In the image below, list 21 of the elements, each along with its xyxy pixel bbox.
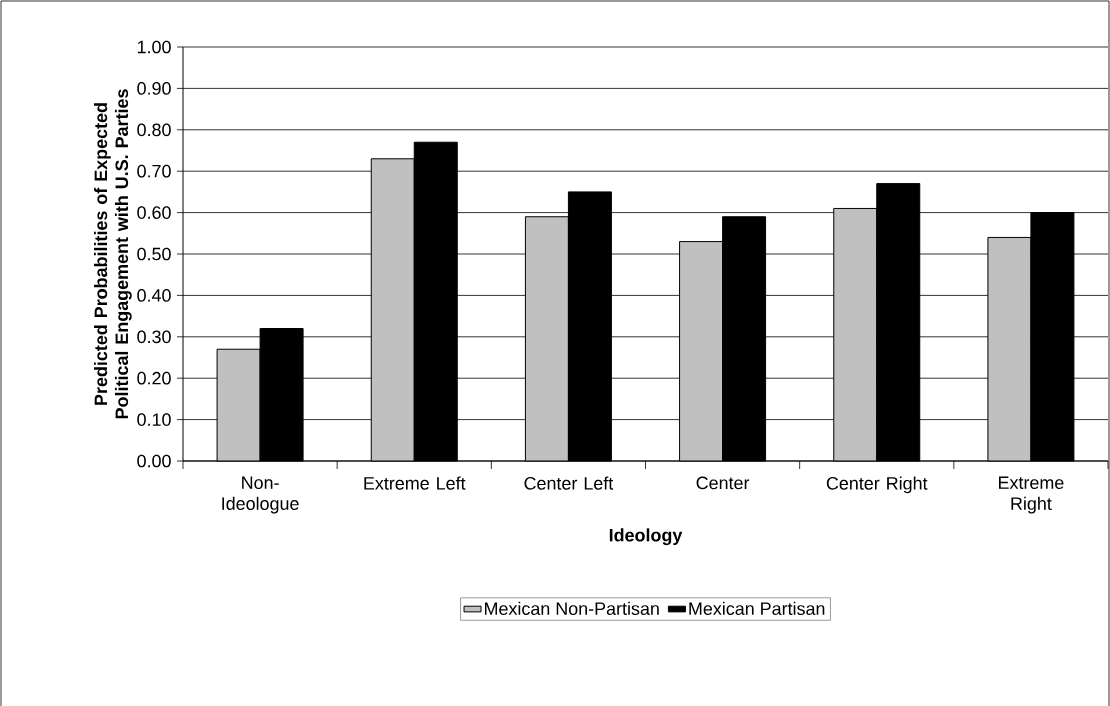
y-tick-label: 0.10 — [137, 413, 171, 426]
y-tick-label: 0.70 — [137, 164, 171, 178]
y-tick-label: 0.00 — [137, 454, 171, 468]
x-tick-label: Center Right — [826, 476, 928, 494]
legend-label: Mexican Non-Partisan — [485, 601, 659, 615]
legend-label: Mexican Partisan — [689, 601, 825, 615]
y-tick-label: 0.60 — [137, 206, 171, 219]
x-tick-label: Center — [696, 476, 750, 490]
x-axis-title: Ideology — [609, 528, 683, 545]
y-tick-label: 0.30 — [137, 330, 171, 343]
y-tick-label: 0.20 — [137, 371, 171, 385]
y-axis-title: Predicted Probabilities of Expected Political Engagement with U.S. Parties — [94, 89, 132, 419]
y-tick-label: 0.50 — [137, 247, 171, 261]
y-tick-label: 0.80 — [137, 123, 171, 136]
x-tick-label: Center Left — [524, 476, 614, 490]
y-tick-label: 0.90 — [137, 81, 171, 95]
x-tick-label: Extreme Left — [364, 476, 466, 490]
x-tick-label: Non-Ideologue — [222, 476, 299, 514]
y-tick-label: 1.00 — [137, 40, 171, 54]
y-tick-label: 0.40 — [137, 288, 171, 302]
x-tick-label: Extreme Right — [999, 476, 1064, 514]
